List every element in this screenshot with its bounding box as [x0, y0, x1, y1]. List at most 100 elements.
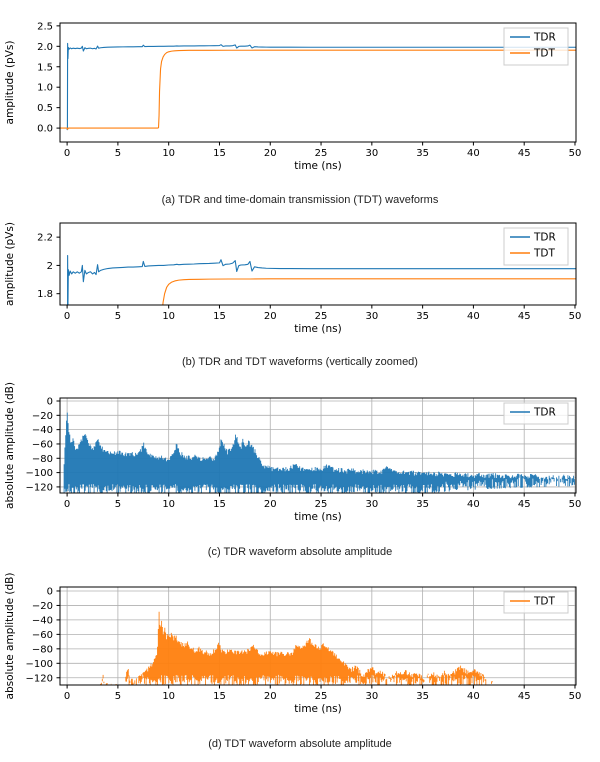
y-tick-label: −100	[26, 468, 53, 479]
y-axis-label: amplitude (pVs)	[4, 222, 16, 306]
x-tick-label: 40	[467, 311, 480, 322]
subplot-b-container: 0 5 10 15 20 25 30 35 40 45 50 1.8 2 2.2 time (ns) ampl…	[0, 215, 600, 350]
y-tick-label: −20	[32, 601, 53, 612]
legend-label: TDR	[533, 32, 556, 44]
x-tick-label: 20	[264, 311, 277, 322]
x-tick-label: 20	[264, 691, 277, 702]
x-tick-label: 35	[416, 691, 429, 702]
x-tick-label: 10	[162, 148, 175, 159]
series-group	[63, 412, 576, 493]
x-axis-label: time (ns)	[294, 160, 341, 172]
y-tick-label: −40	[32, 425, 53, 436]
y-tick-label: −60	[32, 630, 53, 641]
x-tick-label: 30	[365, 499, 378, 510]
x-tick-label: 5	[115, 691, 121, 702]
x-tick-label: 15	[213, 311, 226, 322]
x-tick-label: 30	[365, 148, 378, 159]
series-TDT	[162, 278, 576, 305]
legend-label: TDT	[533, 48, 555, 60]
x-tick-label: 15	[213, 499, 226, 510]
x-tick-label: 30	[365, 691, 378, 702]
series-TDR	[63, 412, 576, 493]
y-tick-label: 1.5	[37, 62, 53, 73]
y-tick-label: −40	[32, 615, 53, 626]
plot-a-tdr-tdt-waveforms: 0 5 10 15 20 25 30 35 40 45 50 0.0 0.5 1.0 1.5 2.0 2.5 ti…	[4, 21, 582, 172]
x-tick-label: 15	[213, 691, 226, 702]
x-tick-label: 20	[264, 148, 277, 159]
caption-a: (a) TDR and time-domain transmission (TD…	[161, 194, 439, 206]
plot-spines	[59, 222, 577, 306]
series-TDR	[66, 42, 576, 131]
caption-c: (c) TDR waveform absolute amplitude	[207, 546, 393, 558]
legend-label: TDR	[533, 407, 556, 419]
plot-d-tdt-absolute-amplitude: 0 5 10 15 20 25 30 35 40 45 50 0 −20 −40 −60 −80 −100 −12…	[4, 573, 582, 715]
tick-marks	[56, 25, 576, 146]
x-tick-label: 45	[518, 311, 531, 322]
legend: TDR	[503, 402, 569, 425]
series-TDT	[100, 611, 493, 685]
y-tick-label: 2.5	[37, 21, 53, 32]
y-tick-label: 2	[47, 261, 53, 272]
series-group	[60, 42, 576, 131]
subplot-c-container: 0 5 10 15 20 25 30 35 40 45 50 0 −20 −40 −60 −80 −100 −12…	[0, 382, 600, 535]
y-tick-label: −120	[26, 673, 53, 684]
x-tick-label: 40	[467, 499, 480, 510]
y-axis-label: absolute amplitude (dB)	[4, 382, 16, 509]
legend-label: TDT	[533, 596, 555, 608]
tick-marks	[56, 590, 576, 689]
x-tick-label: 50	[569, 311, 582, 322]
plot-spines	[59, 586, 577, 686]
x-tick-label: 40	[467, 148, 480, 159]
x-tick-label: 15	[213, 148, 226, 159]
x-tick-label: 35	[416, 499, 429, 510]
x-tick-label: 10	[162, 499, 175, 510]
x-tick-label: 25	[315, 691, 328, 702]
y-axis-label: absolute amplitude (dB)	[4, 573, 16, 700]
plot-spines	[59, 397, 577, 494]
caption-b: (b) TDR and TDT waveforms (vertically zo…	[182, 356, 418, 368]
x-tick-label: 0	[64, 148, 70, 159]
x-tick-label: 0	[64, 691, 70, 702]
x-tick-label: 50	[569, 148, 582, 159]
x-tick-label: 35	[416, 311, 429, 322]
plot-b-tdr-tdt-zoomed: 0 5 10 15 20 25 30 35 40 45 50 1.8 2 2.2 time (ns) ampl…	[4, 222, 582, 335]
series-TDT	[60, 49, 576, 130]
y-tick-label: −80	[32, 454, 53, 465]
x-tick-label: 50	[569, 691, 582, 702]
x-tick-label: 30	[365, 311, 378, 322]
y-tick-label: 1.8	[37, 289, 53, 300]
x-tick-label: 5	[115, 499, 121, 510]
legend: TDR TDT	[503, 27, 569, 66]
x-tick-label: 5	[115, 148, 121, 159]
series-group	[67, 254, 576, 305]
plot-c-tdr-absolute-amplitude: 0 5 10 15 20 25 30 35 40 45 50 0 −20 −40 −60 −80 −100 −12…	[4, 382, 581, 523]
series-group	[100, 611, 493, 685]
series-TDR	[67, 254, 576, 305]
x-tick-label: 45	[518, 499, 531, 510]
y-tick-label: 1.0	[37, 83, 53, 94]
x-tick-label: 5	[115, 311, 121, 322]
y-tick-label: 0	[47, 397, 53, 408]
x-tick-label: 45	[518, 691, 531, 702]
y-tick-label: 2.2	[37, 233, 53, 244]
x-tick-label: 45	[518, 148, 531, 159]
x-tick-label: 20	[264, 499, 277, 510]
y-tick-label: 0.0	[37, 124, 53, 135]
x-axis-label: time (ns)	[294, 323, 341, 335]
y-tick-label: −20	[32, 411, 53, 422]
legend-label: TDT	[533, 248, 555, 260]
x-tick-label: 25	[315, 148, 328, 159]
y-tick-label: −60	[32, 439, 53, 450]
x-tick-label: 0	[64, 311, 70, 322]
plot-spines	[59, 22, 577, 143]
legend: TDT	[503, 591, 569, 614]
x-axis-label: time (ns)	[294, 703, 341, 715]
x-axis-label: time (ns)	[294, 511, 341, 523]
y-axis-label: amplitude (pVs)	[4, 41, 16, 125]
x-tick-label: 25	[315, 499, 328, 510]
y-tick-label: 0	[47, 586, 53, 597]
x-tick-label: 10	[162, 691, 175, 702]
tick-marks	[56, 400, 576, 497]
x-tick-label: 35	[416, 148, 429, 159]
